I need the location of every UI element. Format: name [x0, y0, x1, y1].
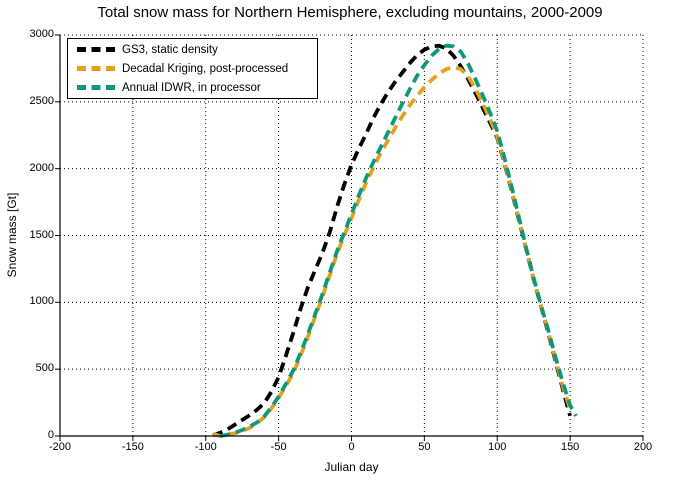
x-tick-label: -150 [121, 441, 144, 453]
legend-item-2: Annual IDWR, in processor [68, 78, 317, 97]
legend-dash-swatch [77, 66, 117, 71]
y-tick-label: 500 [35, 362, 54, 375]
x-tick-label: 0 [348, 441, 355, 453]
legend-dash-swatch [77, 85, 117, 90]
legend: GS3, static density Decadal Kriging, post… [67, 38, 318, 99]
legend-label: Annual IDWR, in processor [122, 81, 261, 94]
y-tick-label: 1000 [29, 295, 54, 308]
y-tick-label: 2000 [29, 161, 54, 174]
y-tick-label: 2500 [29, 94, 54, 107]
series-line-0 [212, 43, 572, 438]
x-tick-label: -50 [270, 441, 287, 453]
legend-label: GS3, static density [122, 43, 218, 56]
y-axis-label: Snow mass [Gt] [5, 192, 19, 278]
chart-title: Total snow mass for Northern Hemisphere,… [97, 4, 603, 21]
y-tick-label: 3000 [29, 28, 54, 40]
x-tick-label: -200 [48, 441, 72, 453]
legend-dash-swatch [77, 47, 117, 52]
x-axis-label: Julian day [324, 460, 379, 474]
series-line-2 [219, 43, 578, 438]
x-tick-label: 200 [633, 441, 653, 453]
legend-item-1: Decadal Kriging, post-processed [68, 59, 317, 78]
legend-item-0: GS3, static density [68, 40, 317, 59]
x-tick-label: 150 [560, 441, 580, 453]
x-tick-label: -100 [194, 441, 217, 453]
x-tick-label: 50 [418, 441, 431, 453]
y-tick-label: 1500 [29, 228, 54, 241]
x-tick-label: 100 [488, 441, 507, 453]
legend-label: Decadal Kriging, post-processed [122, 62, 289, 75]
y-tick-label: 0 [47, 429, 54, 441]
